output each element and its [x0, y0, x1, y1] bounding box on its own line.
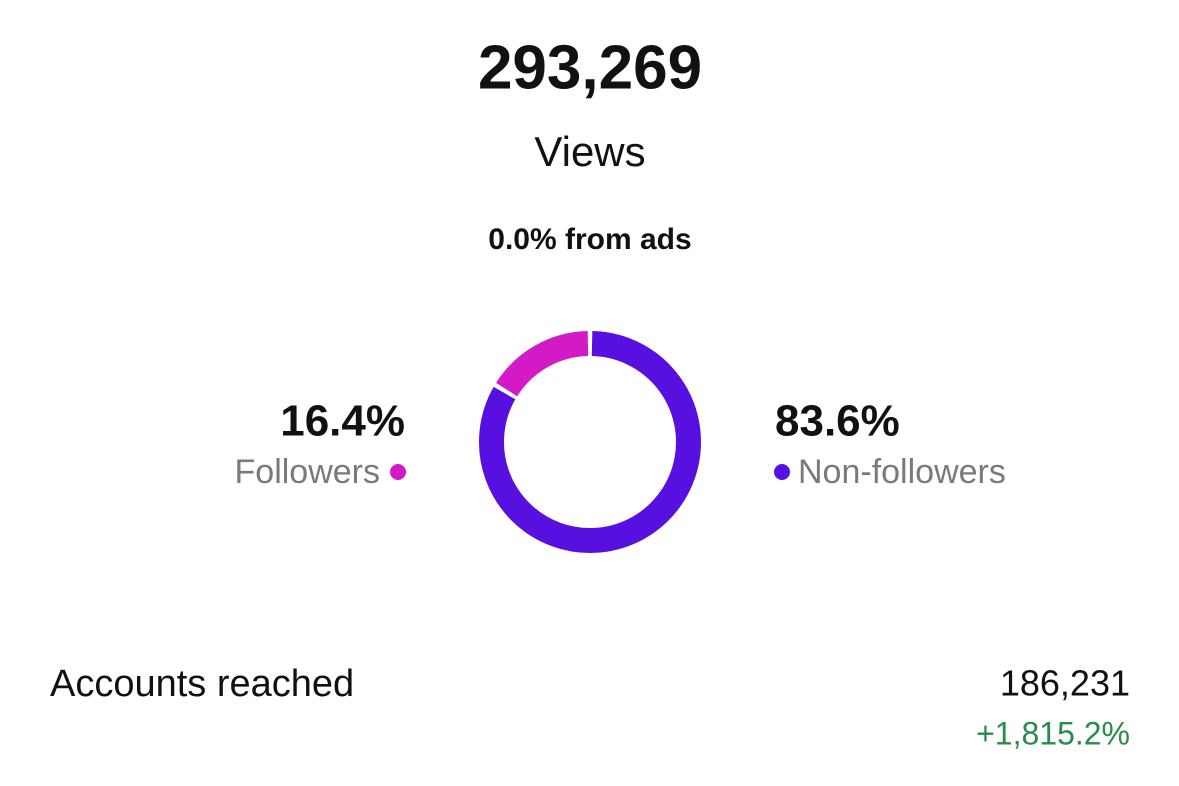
segment-value-label: 83.6% [775, 397, 900, 446]
donut-segment [479, 331, 701, 553]
legend-label: Non-followers [798, 453, 1006, 491]
views-label: Views [534, 128, 645, 175]
views-total: 293,269 [478, 33, 702, 102]
legend-label: Followers [235, 453, 380, 491]
metric-change: +1,815.2% [976, 715, 1130, 751]
metric-value: 186,231 [1000, 663, 1130, 704]
metric-label: Accounts reached [50, 663, 354, 705]
segment-value-label: 16.4% [280, 397, 405, 446]
ads-note: 0.0% from ads [488, 223, 691, 256]
legend-dot [390, 464, 406, 480]
donut-segment [496, 331, 589, 397]
legend-dot [774, 464, 790, 480]
